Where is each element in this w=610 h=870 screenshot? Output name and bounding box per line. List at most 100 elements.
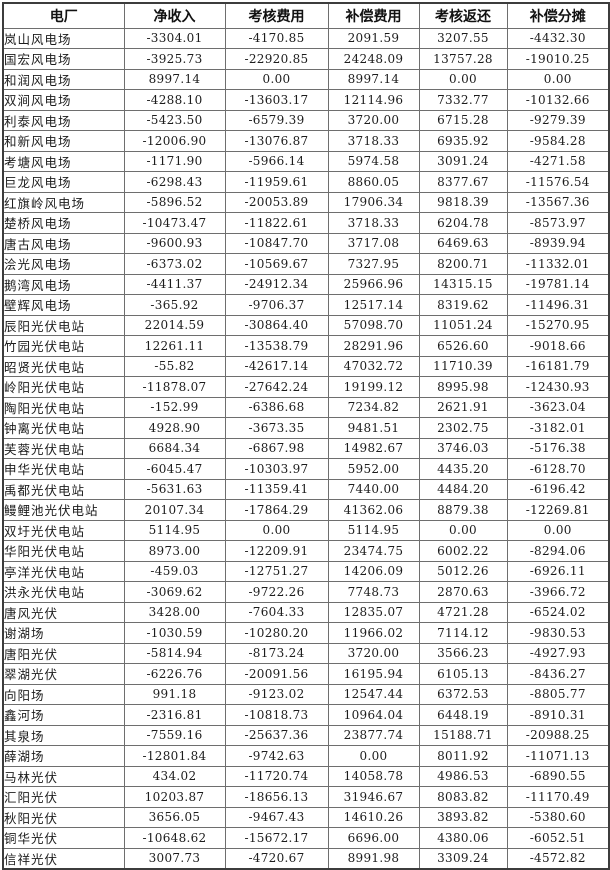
value-cell: -459.03 [123,560,226,582]
table-row: 鹅湾风电场 -4411.37 -24912.34 25966.96 14315.15 -1… [2,273,610,295]
plant-name-cell: 秋阳光伏 [2,806,125,828]
value-cell: 8377.67 [418,171,508,193]
value-cell: 4484.20 [418,478,508,500]
value-cell: -13538.79 [224,335,329,357]
value-cell: -5631.63 [123,478,226,500]
value-cell: -6045.47 [123,458,226,480]
value-cell: 14058.78 [327,765,420,787]
table-row: 浍光风电场 -6373.02 -10569.67 7327.95 8200.71 -113… [2,253,610,275]
value-cell: -9279.39 [506,109,610,131]
table-row: 岚山风电场 -3304.01 -4170.85 2091.59 3207.55 -4432… [2,27,610,49]
value-cell: -4572.82 [506,847,610,869]
value-cell: 6002.22 [418,540,508,562]
value-cell: -10303.97 [224,458,329,480]
value-cell: 9818.39 [418,191,508,213]
value-cell: -11071.13 [506,745,610,767]
value-cell: 14610.26 [327,806,420,828]
value-cell: 23474.75 [327,540,420,562]
table-row: 唐古风电场 -9600.93 -10847.70 3717.08 6469.63 -893… [2,232,610,254]
column-header-compensation-fee: 补偿费用 [327,2,420,29]
value-cell: 4380.06 [418,827,508,849]
value-cell: 8200.71 [418,253,508,275]
table-row: 翠湖光伏 -6226.76 -20091.56 16195.94 6105.13 -843… [2,663,610,685]
value-cell: 25966.96 [327,273,420,295]
plant-name-cell: 谢湖场 [2,622,125,644]
value-cell: -6386.68 [224,396,329,418]
value-cell: 8991.98 [327,847,420,869]
table-row: 陶阳光伏电站 -152.99 -6386.68 7234.82 2621.91 -3623… [2,396,610,418]
value-cell: 6469.63 [418,232,508,254]
plant-name-cell: 和新风电场 [2,130,125,152]
value-cell: -20053.89 [224,191,329,213]
column-header-assessment-fee: 考核费用 [224,2,329,29]
value-cell: -6196.42 [506,478,610,500]
value-cell: -8939.94 [506,232,610,254]
table-row: 亭洋光伏电站 -459.03 -12751.27 14206.09 5012.26 -69… [2,560,610,582]
value-cell: 12261.11 [123,335,226,357]
value-cell: -1030.59 [123,622,226,644]
value-cell: 15188.71 [418,724,508,746]
value-cell: -11170.49 [506,786,610,808]
value-cell: 7114.12 [418,622,508,644]
value-cell: -4288.10 [123,89,226,111]
value-cell: 3893.82 [418,806,508,828]
value-cell: -11878.07 [123,376,226,398]
value-cell: 41362.06 [327,499,420,521]
value-cell: 4721.28 [418,601,508,623]
table-row: 和润风电场 8997.14 0.00 8997.14 0.00 0.00 [2,68,610,90]
value-cell: 20107.34 [123,499,226,521]
value-cell: 28291.96 [327,335,420,357]
table-row: 双圩光伏电站 5114.95 0.00 5114.95 0.00 0.00 [2,519,610,541]
plant-name-cell: 岚山风电场 [2,27,125,49]
value-cell: -7604.33 [224,601,329,623]
table-row: 其泉场 -7559.16 -25637.36 23877.74 15188.71 -209… [2,724,610,746]
table-row: 巨龙风电场 -6298.43 -11959.61 8860.05 8377.67 -115… [2,171,610,193]
value-cell: 14982.67 [327,437,420,459]
value-cell: -11332.01 [506,253,610,275]
table-row: 洪永光伏电站 -3069.62 -9722.26 7748.73 2870.63 -396… [2,581,610,603]
value-cell: 3718.33 [327,212,420,234]
value-cell: 12835.07 [327,601,420,623]
value-cell: 5114.95 [123,519,226,541]
plant-name-cell: 鹅湾风电场 [2,273,125,295]
value-cell: -4411.37 [123,273,226,295]
value-cell: -6373.02 [123,253,226,275]
value-cell: -20091.56 [224,663,329,685]
value-cell: -5966.14 [224,150,329,172]
table-header: 电厂 净收入 考核费用 补偿费用 考核返还 补偿分摊 [2,2,610,29]
value-cell: 3007.73 [123,847,226,869]
plant-name-cell: 唐阳光伏 [2,642,125,664]
value-cell: -6867.98 [224,437,329,459]
value-cell: -6579.39 [224,109,329,131]
value-cell: 57098.70 [327,314,420,336]
value-cell: 14315.15 [418,273,508,295]
value-cell: -3925.73 [123,48,226,70]
value-cell: -152.99 [123,396,226,418]
value-cell: -4432.30 [506,27,610,49]
plant-name-cell: 国宏风电场 [2,48,125,70]
value-cell: 6715.28 [418,109,508,131]
plant-name-cell: 双涧风电场 [2,89,125,111]
value-cell: 7440.00 [327,478,420,500]
value-cell: -9830.53 [506,622,610,644]
value-cell: -25637.36 [224,724,329,746]
table-row: 唐风光伏 3428.00 -7604.33 12835.07 4721.28 -6524.… [2,601,610,623]
value-cell: 12547.44 [327,683,420,705]
plant-name-cell: 考塘风电场 [2,150,125,172]
value-cell: 6935.92 [418,130,508,152]
value-cell: -9018.66 [506,335,610,357]
value-cell: -3623.04 [506,396,610,418]
table-row: 昭贤光伏电站 -55.82 -42617.14 47032.72 11710.39 -16… [2,355,610,377]
value-cell: -5380.60 [506,806,610,828]
table-row: 双涧风电场 -4288.10 -13603.17 12114.96 7332.77 -10… [2,89,610,111]
value-cell: 6372.53 [418,683,508,705]
value-cell: 12517.14 [327,294,420,316]
value-cell: 3207.55 [418,27,508,49]
value-cell: -9600.93 [123,232,226,254]
value-cell: -5423.50 [123,109,226,131]
value-cell: -15672.17 [224,827,329,849]
column-header-plant: 电厂 [2,2,125,29]
value-cell: 11051.24 [418,314,508,336]
value-cell: 3428.00 [123,601,226,623]
value-cell: -16181.79 [506,355,610,377]
